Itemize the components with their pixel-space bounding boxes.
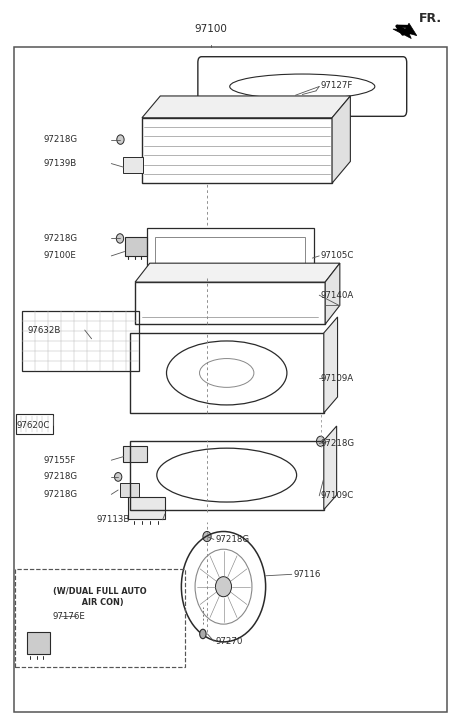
Text: 97139B: 97139B	[44, 159, 77, 168]
Text: 97218G: 97218G	[321, 439, 355, 448]
Text: 97105C: 97105C	[321, 252, 354, 260]
Text: 97155F: 97155F	[44, 456, 76, 465]
Ellipse shape	[117, 134, 124, 144]
Bar	[130, 441, 324, 510]
Text: 97218G: 97218G	[44, 473, 78, 481]
Bar	[15, 569, 185, 667]
Polygon shape	[325, 263, 340, 324]
Text: 97270: 97270	[215, 637, 243, 646]
Ellipse shape	[114, 473, 122, 481]
Text: (W/DUAL FULL AUTO
  AIR CON): (W/DUAL FULL AUTO AIR CON)	[53, 587, 147, 607]
Text: 97620C: 97620C	[16, 421, 49, 430]
Text: 97100E: 97100E	[44, 252, 76, 260]
Polygon shape	[332, 96, 350, 183]
Ellipse shape	[216, 577, 231, 597]
Ellipse shape	[203, 531, 211, 542]
Text: 97100: 97100	[194, 24, 227, 34]
Polygon shape	[135, 263, 340, 282]
Polygon shape	[393, 23, 417, 39]
Text: 97127F: 97127F	[321, 81, 353, 90]
Text: 97218G: 97218G	[44, 490, 78, 499]
Ellipse shape	[200, 630, 206, 639]
Polygon shape	[324, 317, 338, 413]
Text: 97140A: 97140A	[321, 291, 354, 300]
Text: 97109C: 97109C	[321, 491, 354, 500]
Text: 97218G: 97218G	[44, 234, 78, 243]
Bar	[123, 157, 143, 173]
Bar	[27, 632, 50, 654]
Bar	[155, 237, 305, 269]
Bar	[16, 414, 53, 434]
Text: 97113B: 97113B	[96, 515, 130, 524]
Bar	[142, 118, 332, 183]
Bar	[147, 228, 314, 278]
Text: 97109A: 97109A	[321, 374, 354, 382]
Text: 97176E: 97176E	[53, 612, 86, 621]
Bar	[130, 333, 324, 413]
Bar	[128, 497, 165, 519]
Polygon shape	[142, 96, 350, 118]
Bar	[123, 446, 147, 462]
Bar	[135, 282, 325, 324]
Text: 97116: 97116	[293, 570, 321, 579]
Ellipse shape	[316, 436, 325, 446]
Bar	[22, 311, 139, 371]
Ellipse shape	[116, 233, 124, 243]
Text: FR.: FR.	[419, 12, 442, 25]
Bar	[125, 237, 147, 256]
Text: 97218G: 97218G	[215, 535, 250, 544]
Text: 97218G: 97218G	[44, 135, 78, 144]
Bar	[120, 483, 139, 497]
Polygon shape	[324, 426, 337, 510]
Text: 97632B: 97632B	[27, 326, 61, 334]
